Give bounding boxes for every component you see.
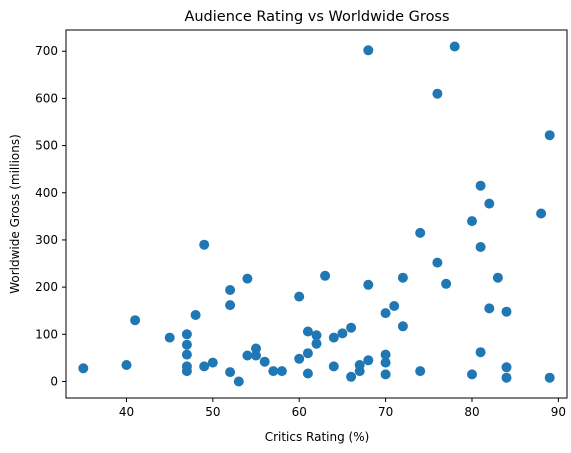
data-point-21 (259, 356, 270, 367)
data-point-48 (397, 321, 408, 332)
x-tick-label: 50 (205, 405, 220, 419)
data-point-45 (380, 369, 391, 380)
data-point-51 (432, 88, 443, 99)
x-tick-label: 70 (378, 405, 393, 419)
data-point-62 (492, 272, 503, 283)
data-point-63 (501, 306, 512, 317)
data-point-46 (389, 301, 400, 311)
data-point-16 (233, 376, 244, 387)
x-tick-label: 80 (464, 405, 479, 419)
data-point-68 (544, 372, 555, 383)
data-point-6 (181, 349, 192, 360)
data-point-43 (380, 349, 391, 360)
data-point-9 (190, 310, 201, 320)
data-point-24 (294, 291, 305, 302)
y-tick-label: 400 (35, 186, 58, 200)
data-point-36 (346, 371, 357, 382)
data-point-10 (199, 239, 210, 250)
data-point-59 (475, 347, 486, 358)
data-point-39 (363, 45, 374, 56)
data-point-41 (363, 355, 374, 366)
x-tick-label: 60 (292, 405, 307, 419)
points-layer (78, 41, 555, 387)
y-axis: 0 100 200 300 400 500 600 700 (35, 44, 66, 388)
data-point-56 (467, 369, 477, 380)
data-point-53 (441, 278, 452, 289)
data-point-18 (242, 350, 253, 361)
data-point-60 (484, 198, 495, 209)
data-point-57 (475, 180, 486, 191)
data-point-17 (242, 273, 253, 284)
data-point-44 (380, 357, 391, 368)
data-point-25 (294, 353, 305, 364)
data-point-22 (268, 366, 279, 377)
data-point-0 (78, 363, 89, 374)
data-point-30 (311, 338, 322, 349)
data-point-31 (320, 270, 331, 281)
y-tick-label: 100 (35, 327, 58, 341)
data-point-15 (225, 367, 236, 378)
y-axis-label: Worldwide Gross (millions) (8, 134, 22, 294)
y-tick-label: 0 (50, 374, 58, 388)
data-point-28 (302, 368, 313, 379)
x-axis-label: Critics Rating (%) (265, 430, 370, 444)
data-point-65 (501, 372, 512, 383)
data-point-40 (363, 279, 374, 290)
data-point-54 (449, 41, 460, 52)
data-point-8 (181, 366, 192, 377)
y-tick-label: 300 (35, 233, 58, 247)
data-point-4 (181, 329, 192, 340)
y-tick-label: 600 (35, 91, 58, 105)
data-point-55 (467, 216, 477, 227)
data-point-34 (337, 328, 348, 339)
x-tick-label: 90 (551, 405, 566, 419)
data-point-50 (415, 366, 426, 377)
x-tick-label: 40 (119, 405, 134, 419)
data-point-11 (199, 361, 210, 372)
data-point-66 (536, 208, 547, 219)
data-point-67 (544, 130, 555, 141)
chart-title: Audience Rating vs Worldwide Gross (184, 9, 449, 25)
data-point-49 (415, 227, 426, 238)
data-point-42 (380, 308, 391, 319)
data-point-3 (164, 332, 175, 343)
data-point-2 (130, 315, 141, 326)
data-point-29 (311, 330, 322, 341)
data-point-27 (302, 348, 313, 359)
data-point-1 (121, 360, 132, 370)
data-point-52 (432, 257, 443, 268)
data-point-33 (328, 361, 339, 372)
data-point-35 (346, 322, 357, 333)
data-point-26 (302, 326, 313, 337)
data-point-32 (328, 332, 339, 343)
data-point-14 (225, 300, 236, 311)
data-point-20 (251, 350, 261, 361)
data-point-61 (484, 303, 495, 314)
data-point-5 (181, 339, 192, 350)
data-point-23 (276, 366, 287, 377)
y-tick-label: 200 (35, 280, 58, 294)
plot-frame (65, 29, 568, 399)
data-point-58 (475, 242, 486, 252)
data-point-38 (354, 366, 365, 377)
y-tick-label: 700 (35, 44, 58, 58)
data-point-64 (501, 362, 512, 373)
y-tick-label: 500 (35, 139, 58, 153)
data-point-13 (225, 285, 236, 295)
x-axis: 40 50 60 70 80 90 (119, 398, 566, 419)
data-point-12 (207, 357, 218, 368)
data-point-19 (251, 343, 261, 354)
data-point-47 (397, 272, 408, 283)
